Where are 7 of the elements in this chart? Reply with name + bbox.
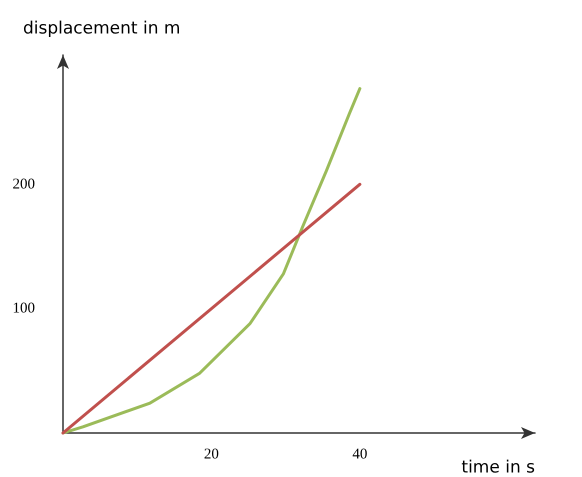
x-tick-label: 20 bbox=[204, 446, 219, 462]
x-axis-title: time in s bbox=[461, 458, 536, 477]
y-tick-label: 100 bbox=[12, 300, 35, 317]
line-series bbox=[62, 87, 362, 434]
x-tick-label: 40 bbox=[352, 446, 368, 462]
y-axis-title: displacement in m bbox=[23, 18, 180, 38]
y-tick-label: 200 bbox=[12, 176, 35, 192]
